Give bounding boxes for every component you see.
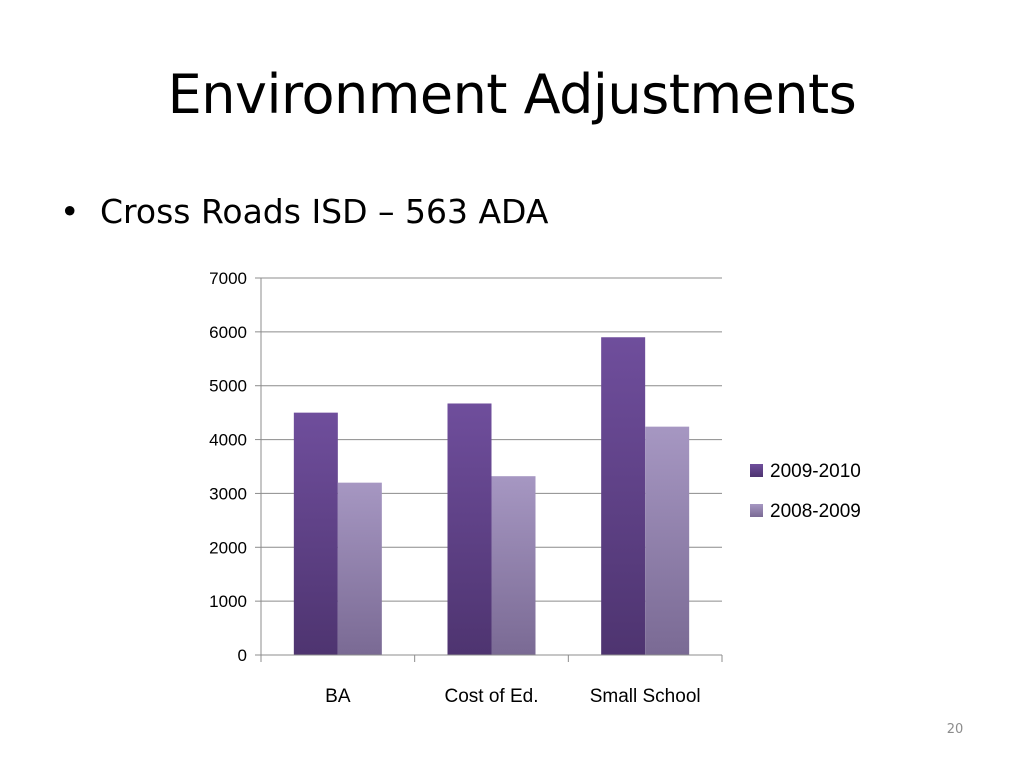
- legend-label: 2009-2010: [770, 461, 861, 482]
- bar-2008-2009-Small School: [645, 426, 690, 655]
- bar-2009-2010-Cost of Ed.: [447, 403, 492, 655]
- x-tick-label: Small School: [590, 686, 701, 707]
- x-tick-label: Cost of Ed.: [445, 686, 539, 707]
- legend-label: 2008-2009: [770, 501, 861, 522]
- y-tick-label: 7000: [209, 269, 247, 288]
- y-tick-label: 6000: [209, 323, 247, 342]
- bullet-item: • Cross Roads ISD – 563 ADA: [60, 190, 548, 234]
- bullet-text: Cross Roads ISD – 563 ADA: [100, 192, 549, 231]
- bullet-symbol: •: [60, 192, 80, 231]
- slide-title: Environment Adjustments: [167, 63, 857, 126]
- y-tick-label: 5000: [209, 377, 247, 396]
- legend-swatch: [750, 464, 763, 477]
- bar-2008-2009-Cost of Ed.: [491, 476, 536, 655]
- y-tick-label: 1000: [209, 592, 247, 611]
- legend-swatch: [750, 504, 763, 517]
- axis-labels: 0 1000 2000 3000 4000 5000 6000 7000 BA Cost of E…: [209, 269, 700, 707]
- bar-2009-2010-Small School: [601, 337, 646, 655]
- y-tick-label: 2000: [209, 538, 247, 557]
- axes: [255, 277, 723, 662]
- legend: 2009-2010 2008-2009: [750, 461, 861, 522]
- bars: [293, 337, 690, 655]
- y-tick-label: 3000: [209, 484, 247, 503]
- x-tick-label: BA: [325, 686, 351, 707]
- slide-number: 20: [946, 722, 964, 737]
- bar-2008-2009-BA: [337, 482, 382, 655]
- y-tick-label: 4000: [209, 431, 247, 450]
- bar-2009-2010-BA: [293, 412, 338, 655]
- y-tick-label: 0: [238, 646, 247, 665]
